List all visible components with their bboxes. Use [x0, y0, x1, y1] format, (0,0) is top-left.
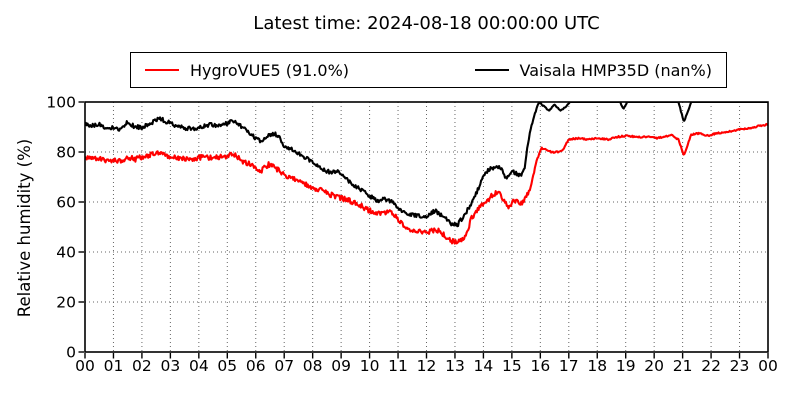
chart-title: Latest time: 2024-08-18 00:00:00 UTC — [253, 13, 600, 34]
x-tick-label: 21 — [673, 357, 693, 375]
x-tick-label: 17 — [559, 357, 579, 375]
x-tick-label: 00 — [75, 357, 95, 375]
series-line-hygrovue5 — [85, 122, 768, 245]
x-tick-label: 15 — [502, 357, 522, 375]
x-tick-label: 19 — [616, 357, 636, 375]
x-tick-label: 01 — [104, 357, 124, 375]
x-tick-label: 08 — [303, 357, 323, 375]
legend-line-red — [145, 68, 179, 72]
x-tick-label: 11 — [388, 357, 408, 375]
x-tick-label: 18 — [587, 357, 607, 375]
y-tick-label: 80 — [56, 144, 76, 162]
legend-item-vaisala: Vaisala HMP35D (nan%) — [474, 60, 712, 80]
x-tick-label: 14 — [474, 357, 494, 375]
x-tick-label: 23 — [730, 357, 750, 375]
legend-label-vaisala: Vaisala HMP35D (nan%) — [519, 60, 712, 80]
legend-label-hygrovue5: HygroVUE5 (91.0%) — [190, 60, 350, 80]
x-tick-label: 06 — [246, 357, 266, 375]
x-tick-label: 09 — [331, 357, 351, 375]
legend-line-black — [474, 68, 509, 72]
x-tick-label: 02 — [132, 357, 152, 375]
y-tick-label: 0 — [66, 344, 76, 362]
x-tick-label: 16 — [530, 357, 550, 375]
plot-border — [84, 101, 769, 353]
y-tick-label: 60 — [56, 194, 76, 212]
x-tick-label: 00 — [758, 357, 778, 375]
series-line-vaisala — [85, 102, 768, 228]
x-tick-label: 04 — [189, 357, 209, 375]
x-tick-label: 05 — [217, 357, 237, 375]
legend-box: HygroVUE5 (91.0%) Vaisala HMP35D (nan%) — [130, 52, 727, 88]
x-tick-label: 20 — [644, 357, 664, 375]
x-tick-label: 03 — [161, 357, 181, 375]
x-tick-label: 07 — [274, 357, 294, 375]
legend-item-hygrovue5: HygroVUE5 (91.0%) — [145, 61, 349, 80]
x-tick-label: 13 — [445, 357, 465, 375]
y-tick-label: 40 — [56, 244, 76, 262]
x-tick-label: 10 — [360, 357, 380, 375]
y-tick-label: 100 — [46, 94, 76, 112]
x-tick-label: 22 — [701, 357, 721, 375]
y-tick-label: 20 — [56, 294, 76, 312]
x-tick-label: 12 — [417, 357, 437, 375]
